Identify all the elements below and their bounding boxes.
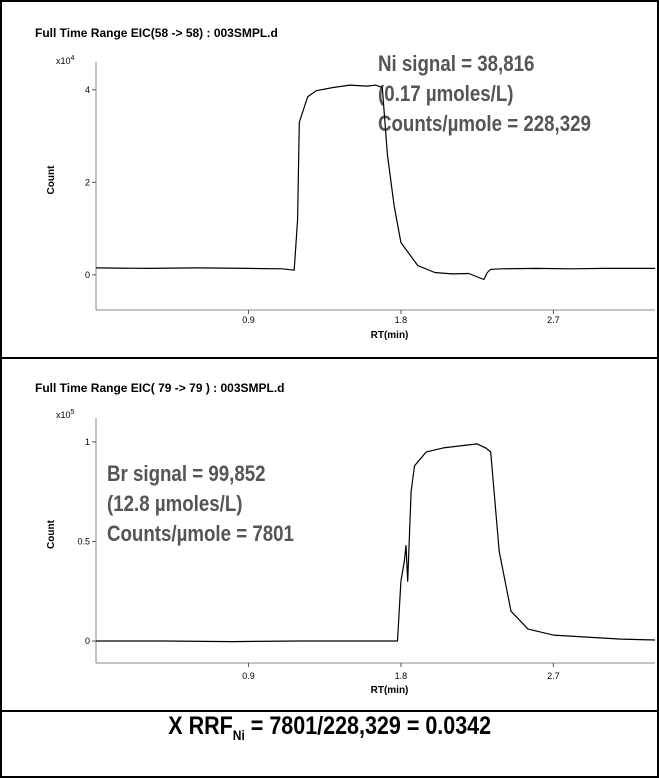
chart1-y-axis-label: Count: [46, 165, 57, 195]
formula-prefix: X RRF: [168, 712, 233, 740]
chart1-series-line: [95, 84, 655, 281]
chart2-y-tick-label: 0.5: [77, 536, 90, 546]
chart2-x-axis-label: RT(min): [371, 685, 409, 696]
chart1-y-tick-label: 2: [85, 177, 90, 187]
chart2-series-line: [96, 443, 656, 643]
chart2-annotation: Br signal = 99,852 (12.8 µmoles/L) Count…: [107, 459, 294, 549]
chart2-annotation-line: Counts/µmole = 7801: [107, 521, 294, 546]
chart1-annotation: Ni signal = 38,816 (0.17 µmoles/L) Count…: [378, 49, 591, 139]
chart2-y-tick-label: 0: [85, 636, 90, 646]
chart1-x-tick-label: 0.9: [242, 315, 255, 325]
chart2-x-tick-label: 0.9: [242, 671, 255, 681]
panel-divider-2: [0, 710, 659, 712]
chart1-x-tick-label: 2.7: [547, 315, 560, 325]
chart2-y-multiplier: x105: [56, 409, 75, 420]
chart1-annotation-line: Counts/µmole = 228,329: [378, 111, 591, 136]
rrf-formula: X RRFNi = 7801/228,329 = 0.0342: [0, 706, 659, 755]
chart2-annotation-line: (12.8 µmoles/L): [107, 491, 243, 516]
chart1-annotation-line: Ni signal = 38,816: [378, 51, 535, 76]
chart1-x-axis-label: RT(min): [371, 330, 409, 341]
chart2-y-axis-label: Count: [46, 519, 57, 549]
chart2-title: Full Time Range EIC( 79 -> 79 ) : 003SMP…: [35, 381, 285, 395]
chart2-y-tick-label: 1: [85, 437, 90, 447]
formula-subscript: Ni: [232, 727, 245, 743]
panel-divider-1: [0, 357, 659, 359]
chart1-y-multiplier: x104: [56, 55, 75, 66]
chart2-x-tick-label: 1.8: [395, 671, 408, 681]
chart2-annotation-line: Br signal = 99,852: [107, 461, 266, 486]
chart1-y-tick-label: 4: [85, 85, 90, 95]
chart1-x-tick-label: 1.8: [395, 315, 408, 325]
chart2-x-tick-label: 2.7: [547, 671, 560, 681]
chart1-title: Full Time Range EIC(58 -> 58) : 003SMPL.…: [35, 26, 278, 40]
chart1-annotation-line: (0.17 µmoles/L): [378, 81, 514, 106]
chart1-y-tick-label: 0: [85, 270, 90, 280]
formula-suffix: = 7801/228,329 = 0.0342: [244, 712, 491, 740]
